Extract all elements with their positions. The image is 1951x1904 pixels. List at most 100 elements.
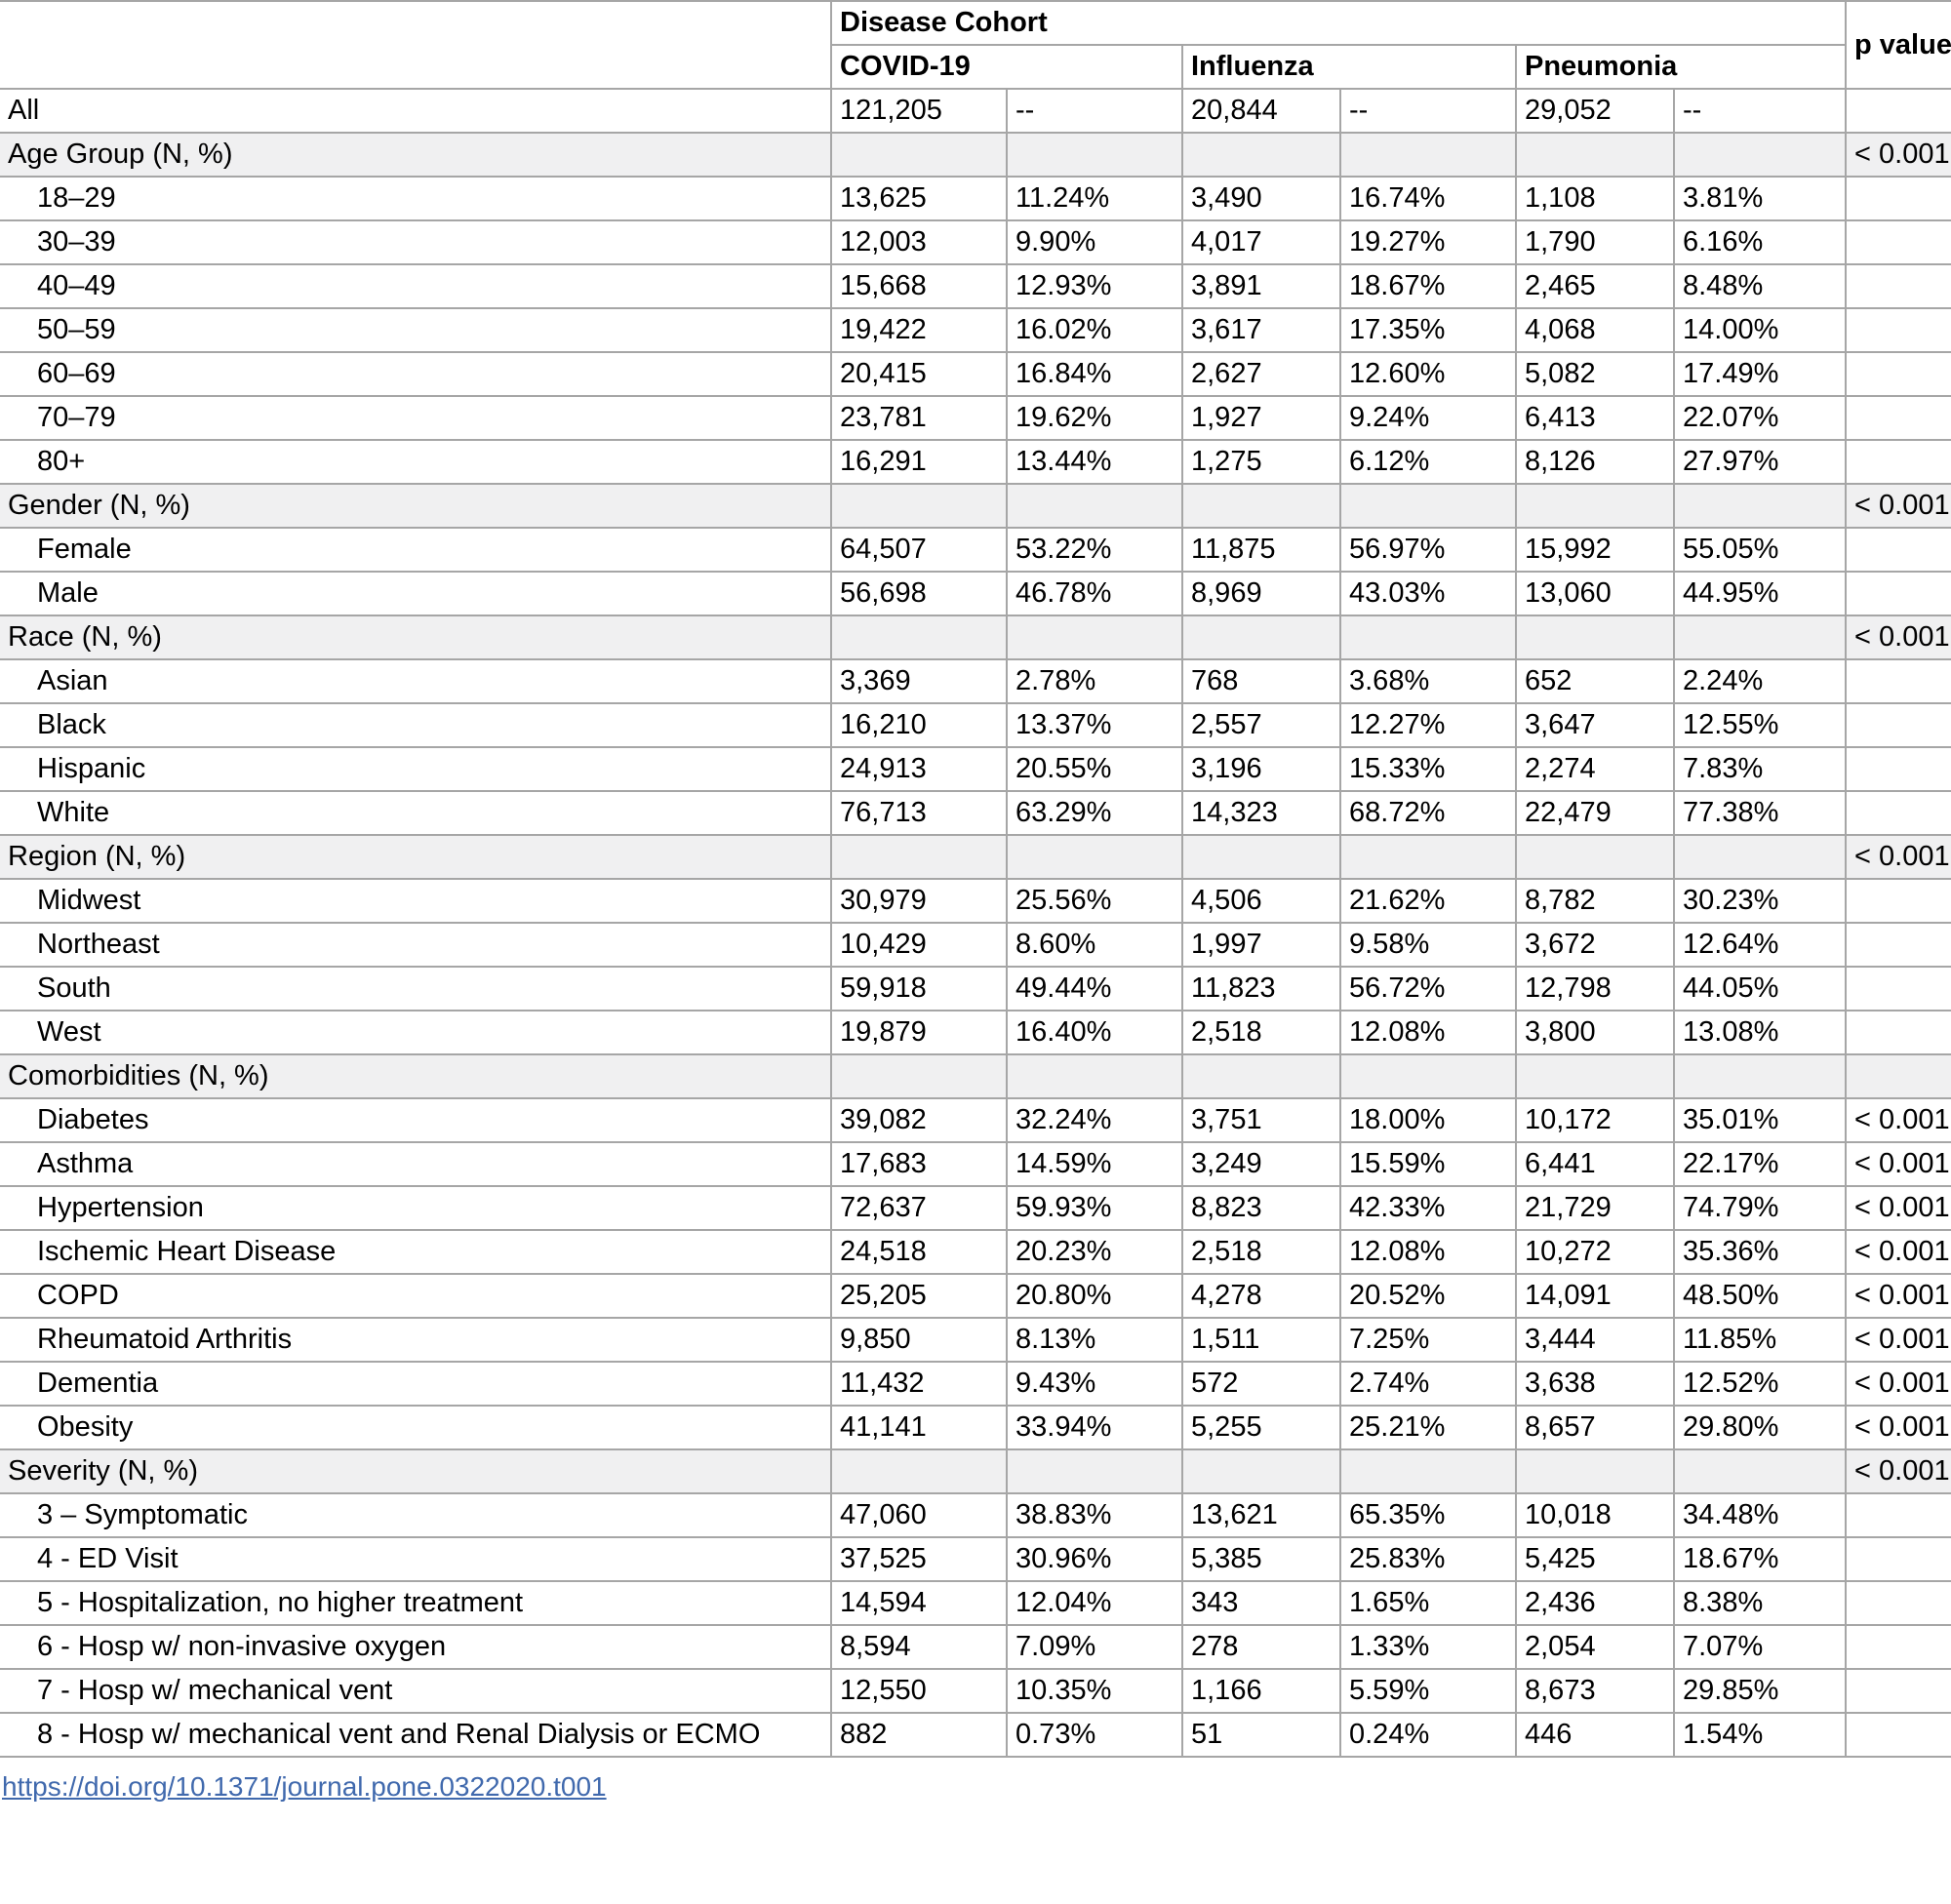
- cell-pneumonia-n: 3,800: [1515, 1010, 1675, 1055]
- cell-influenza-n: 3,490: [1181, 176, 1341, 221]
- cell-pneumonia-n: 10,272: [1515, 1229, 1675, 1275]
- cell-pneumonia-pct: 13.08%: [1672, 1010, 1848, 1055]
- cell-pneumonia-n: 22,479: [1515, 790, 1675, 836]
- cell-covid-n: 19,422: [830, 307, 1008, 353]
- cell-influenza-n: 8,969: [1181, 571, 1341, 616]
- cell-pneumonia-pct: 12.55%: [1672, 702, 1848, 748]
- cell-covid-n: 30,979: [830, 878, 1008, 924]
- table-row: White 76,713 63.29% 14,323 68.72% 22,479 77.38…: [0, 790, 1951, 836]
- cell-covid-pct: 49.44%: [1006, 966, 1183, 1012]
- cell-pneumonia-pct: 8.38%: [1672, 1580, 1848, 1626]
- cell-covid-pct: 14.59%: [1006, 1141, 1183, 1187]
- cell-influenza-pct: [1339, 1448, 1517, 1494]
- row-label: 4 - ED Visit: [0, 1536, 832, 1582]
- cell-influenza-n: 3,751: [1181, 1097, 1341, 1143]
- cell-covid-n: 121,205: [830, 88, 1008, 134]
- cell-covid-n: 20,415: [830, 351, 1008, 397]
- cell-pneumonia-pct: [1672, 132, 1848, 178]
- cell-covid-pct: 8.13%: [1006, 1317, 1183, 1363]
- table-row: 8 - Hosp w/ mechanical vent and Renal Di…: [0, 1712, 1951, 1758]
- cell-pneumonia-pct: 12.52%: [1672, 1361, 1848, 1407]
- cell-pneumonia-n: 8,126: [1515, 439, 1675, 485]
- table-row: 6 - Hosp w/ non-invasive oxygen 8,594 7.09…: [0, 1624, 1951, 1670]
- cell-p-value: [1845, 1712, 1951, 1758]
- cell-p-value: [1845, 527, 1951, 573]
- cell-influenza-n: 278: [1181, 1624, 1341, 1670]
- cell-covid-pct: 33.94%: [1006, 1405, 1183, 1450]
- cell-p-value: [1845, 219, 1951, 265]
- table-row: Dementia 11,432 9.43% 572 2.74% 3,638 12.52% < …: [0, 1361, 1951, 1407]
- section-row: Region (N, %) < 0.001: [0, 834, 1951, 880]
- cell-influenza-pct: 1.33%: [1339, 1624, 1517, 1670]
- row-label: 40–49: [0, 263, 832, 309]
- cell-pneumonia-pct: 11.85%: [1672, 1317, 1848, 1363]
- cell-pneumonia-pct: 8.48%: [1672, 263, 1848, 309]
- cell-p-value: [1845, 702, 1951, 748]
- cell-pneumonia-n: 29,052: [1515, 88, 1675, 134]
- section-row: Race (N, %) < 0.001: [0, 615, 1951, 660]
- row-label: Male: [0, 571, 832, 616]
- cell-p-value: [1845, 351, 1951, 397]
- cell-covid-n: [830, 483, 1008, 529]
- cell-influenza-n: 1,997: [1181, 922, 1341, 968]
- cell-covid-pct: [1006, 615, 1183, 660]
- row-label: Gender (N, %): [0, 483, 832, 529]
- cell-pneumonia-pct: 6.16%: [1672, 219, 1848, 265]
- cell-covid-n: 47,060: [830, 1492, 1008, 1538]
- cell-p-value: < 0.001: [1845, 483, 1951, 529]
- cell-p-value: [1845, 395, 1951, 441]
- cell-p-value: [1845, 1624, 1951, 1670]
- table-row: South 59,918 49.44% 11,823 56.72% 12,798 44.05…: [0, 966, 1951, 1012]
- cell-influenza-n: 5,255: [1181, 1405, 1341, 1450]
- cell-covid-pct: 13.44%: [1006, 439, 1183, 485]
- cell-influenza-n: 2,557: [1181, 702, 1341, 748]
- row-label: COPD: [0, 1273, 832, 1319]
- cell-influenza-pct: [1339, 132, 1517, 178]
- table-row: Obesity 41,141 33.94% 5,255 25.21% 8,657 29.80…: [0, 1405, 1951, 1450]
- row-label: Rheumatoid Arthritis: [0, 1317, 832, 1363]
- table-row: West 19,879 16.40% 2,518 12.08% 3,800 13.08%: [0, 1010, 1951, 1055]
- table-row: Asthma 17,683 14.59% 3,249 15.59% 6,441 22.17%…: [0, 1141, 1951, 1187]
- cell-p-value: [1845, 439, 1951, 485]
- cell-influenza-n: 5,385: [1181, 1536, 1341, 1582]
- cell-pneumonia-pct: 22.07%: [1672, 395, 1848, 441]
- cell-covid-n: [830, 1053, 1008, 1099]
- cell-covid-n: 64,507: [830, 527, 1008, 573]
- cell-covid-pct: 13.37%: [1006, 702, 1183, 748]
- cell-pneumonia-pct: 29.85%: [1672, 1668, 1848, 1714]
- cell-covid-pct: 12.93%: [1006, 263, 1183, 309]
- cell-influenza-pct: 15.33%: [1339, 746, 1517, 792]
- cohort-pneumonia-header: Pneumonia: [1514, 44, 1847, 90]
- cell-pneumonia-pct: 77.38%: [1672, 790, 1848, 836]
- cell-p-value: [1845, 1580, 1951, 1626]
- cell-covid-pct: 46.78%: [1006, 571, 1183, 616]
- cell-pneumonia-n: 15,992: [1515, 527, 1675, 573]
- doi-link[interactable]: https://doi.org/10.1371/journal.pone.032…: [2, 1771, 607, 1802]
- cell-influenza-pct: 12.27%: [1339, 702, 1517, 748]
- cell-covid-pct: [1006, 483, 1183, 529]
- row-label: White: [0, 790, 832, 836]
- cell-pneumonia-n: 1,108: [1515, 176, 1675, 221]
- cell-pneumonia-pct: [1672, 615, 1848, 660]
- cell-influenza-n: [1181, 483, 1341, 529]
- cell-influenza-pct: [1339, 615, 1517, 660]
- cell-influenza-n: 3,196: [1181, 746, 1341, 792]
- cell-p-value: [1845, 790, 1951, 836]
- cell-covid-pct: 10.35%: [1006, 1668, 1183, 1714]
- cell-influenza-pct: 12.08%: [1339, 1229, 1517, 1275]
- row-label: All: [0, 88, 832, 134]
- cell-pneumonia-n: 8,782: [1515, 878, 1675, 924]
- table-row: All 121,205 -- 20,844 -- 29,052 --: [0, 88, 1951, 134]
- cell-pneumonia-n: [1515, 834, 1675, 880]
- row-label: 6 - Hosp w/ non-invasive oxygen: [0, 1624, 832, 1670]
- cell-covid-n: 15,668: [830, 263, 1008, 309]
- patient-characteristics-table: Disease Cohort p value COVID-19 Influenz…: [0, 0, 1951, 1758]
- cell-influenza-pct: 25.21%: [1339, 1405, 1517, 1450]
- cell-covid-pct: 0.73%: [1006, 1712, 1183, 1758]
- cell-covid-pct: 32.24%: [1006, 1097, 1183, 1143]
- cell-influenza-pct: 42.33%: [1339, 1185, 1517, 1231]
- cell-influenza-n: 51: [1181, 1712, 1341, 1758]
- cell-pneumonia-pct: 35.36%: [1672, 1229, 1848, 1275]
- cell-covid-n: 24,518: [830, 1229, 1008, 1275]
- cell-p-value: < 0.001: [1845, 1141, 1951, 1187]
